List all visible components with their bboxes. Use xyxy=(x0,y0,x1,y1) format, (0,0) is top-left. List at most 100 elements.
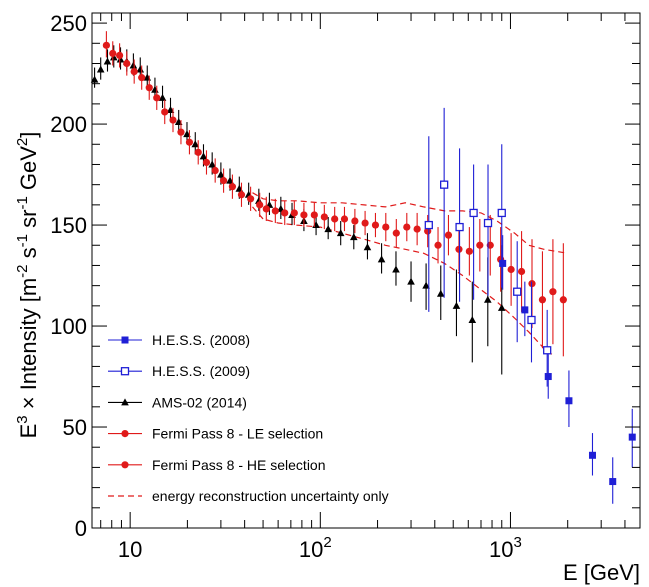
y-label-text: s xyxy=(16,247,41,264)
legend-item: energy reconstruction uncertainty only xyxy=(108,488,389,504)
data-point xyxy=(281,209,289,217)
y-tick-label: 200 xyxy=(50,112,87,137)
data-point xyxy=(527,315,536,325)
legend-label: H.E.S.S. (2009) xyxy=(152,363,250,379)
data-point xyxy=(436,289,445,297)
legend-marker xyxy=(120,367,130,376)
legend: H.E.S.S. (2008) H.E.S.S. (2009) AMS-02 (20… xyxy=(108,332,389,504)
y-tick-label: 100 xyxy=(50,314,87,339)
data-point xyxy=(109,49,117,57)
legend-item: Fermi Pass 8 - HE selection xyxy=(108,457,326,473)
data-point xyxy=(351,217,359,225)
y-tick-label: 150 xyxy=(50,213,87,238)
data-point xyxy=(312,221,320,229)
data-point xyxy=(102,41,110,49)
data-point xyxy=(185,138,194,146)
data-point xyxy=(217,170,225,178)
data-point xyxy=(340,215,349,223)
data-point xyxy=(363,243,372,251)
y-label-exponent: -1 xyxy=(14,196,31,209)
data-point xyxy=(392,229,400,237)
data-point xyxy=(513,287,522,296)
data-point xyxy=(158,93,167,101)
data-point xyxy=(211,166,219,175)
data-point xyxy=(169,116,177,124)
data-point xyxy=(497,208,506,218)
y-label-exponent: 3 xyxy=(14,415,31,423)
y-label-text: E xyxy=(16,424,41,439)
x-tick-label: 102 xyxy=(299,534,332,562)
data-point xyxy=(96,65,105,73)
data-point xyxy=(262,205,270,213)
data-point xyxy=(320,213,328,221)
data-point xyxy=(194,148,202,156)
data-point xyxy=(407,277,415,285)
x-tick-exponent: 3 xyxy=(514,534,522,551)
data-point xyxy=(392,265,400,273)
data-point xyxy=(507,265,515,274)
data-point xyxy=(202,158,211,167)
series-2 xyxy=(90,45,506,375)
legend-label: energy reconstruction uncertainty only xyxy=(152,488,389,504)
y-label-text: ] xyxy=(16,132,41,138)
data-point xyxy=(349,233,358,241)
data-point xyxy=(468,315,477,323)
data-points xyxy=(90,31,636,504)
data-point xyxy=(290,209,298,217)
data-point xyxy=(455,245,463,253)
data-point xyxy=(588,451,596,459)
legend-label: H.E.S.S. (2008) xyxy=(152,332,250,348)
y-label-exponent: 2 xyxy=(14,138,31,146)
data-point xyxy=(609,478,617,486)
data-point xyxy=(310,211,318,219)
x-tick-label: 103 xyxy=(489,534,522,562)
legend-item: H.E.S.S. (2008) xyxy=(108,332,250,348)
y-tick-label: 250 xyxy=(50,11,87,36)
series-1 xyxy=(424,107,552,387)
data-point xyxy=(219,177,228,185)
data-point xyxy=(208,160,216,168)
data-point xyxy=(465,247,473,255)
data-point xyxy=(130,67,138,76)
data-point xyxy=(237,191,246,199)
legend-label: Fermi Pass 8 - HE selection xyxy=(152,457,326,473)
data-point xyxy=(116,55,125,63)
data-point xyxy=(455,222,464,232)
data-point xyxy=(413,225,421,233)
data-point xyxy=(300,211,308,219)
y-tick-label: 0 xyxy=(75,516,87,541)
data-point xyxy=(271,207,279,215)
data-point xyxy=(324,225,332,233)
data-point xyxy=(424,220,433,230)
data-point xyxy=(499,259,507,267)
data-point xyxy=(123,59,131,68)
legend-item: H.E.S.S. (2009) xyxy=(108,363,250,379)
x-tick-label: 10 xyxy=(118,537,142,562)
data-point xyxy=(336,229,345,237)
data-point xyxy=(424,227,432,235)
data-point xyxy=(109,53,118,61)
series-4 xyxy=(262,196,567,357)
data-point xyxy=(543,346,552,355)
data-point xyxy=(544,373,552,381)
data-point xyxy=(483,295,492,303)
data-point xyxy=(559,296,567,304)
y-tick-label: 50 xyxy=(63,415,87,440)
data-point xyxy=(228,183,237,191)
data-point xyxy=(538,296,547,304)
band-lower-line xyxy=(252,206,553,355)
y-axis-label: E3 × Intensity [m-2 s-1 sr-1 GeV2] xyxy=(14,132,41,439)
data-point xyxy=(452,301,461,309)
legend-marker xyxy=(121,336,129,344)
data-point xyxy=(476,241,484,249)
data-point xyxy=(440,180,449,189)
data-point xyxy=(191,140,200,148)
data-point xyxy=(549,288,557,296)
band-upper-line xyxy=(252,192,568,254)
data-point xyxy=(422,281,430,289)
data-point xyxy=(469,208,478,218)
data-point xyxy=(377,255,386,263)
legend-label: Fermi Pass 8 - LE selection xyxy=(152,426,323,442)
series-0 xyxy=(499,235,636,504)
